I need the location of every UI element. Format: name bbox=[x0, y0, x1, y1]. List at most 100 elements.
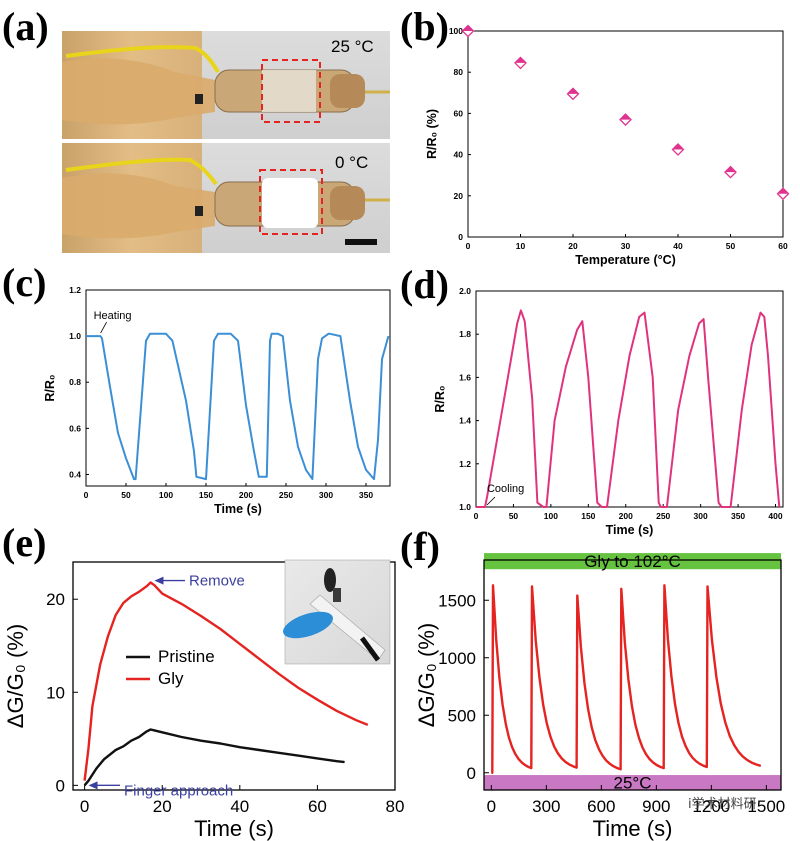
legend-label-pristine: Pristine bbox=[158, 647, 215, 666]
x-tick-label: 900 bbox=[642, 797, 670, 816]
y-axis-label: R/R₀ bbox=[433, 385, 447, 412]
data-point bbox=[514, 56, 527, 70]
x-axis-label: Time (s) bbox=[606, 523, 654, 537]
x-axis-label: Time (s) bbox=[214, 502, 262, 516]
wire bbox=[65, 45, 220, 74]
y-axis-label: R/R₀ bbox=[43, 374, 57, 401]
x-tick-label: 0 bbox=[466, 241, 471, 251]
panel-label-c: (c) bbox=[2, 260, 46, 305]
x-tick-label: 100 bbox=[159, 490, 173, 500]
temp-label-0: 0 °C bbox=[335, 153, 368, 172]
x-tick-label: 1500 bbox=[747, 797, 785, 816]
x-tick-label: 40 bbox=[230, 797, 249, 816]
y-tick-label: 0 bbox=[467, 764, 476, 783]
x-axis-label: Time (s) bbox=[194, 816, 274, 841]
data-point bbox=[776, 187, 790, 201]
y-axis-label: ΔG/G₀ (%) bbox=[3, 624, 28, 729]
plot-frame bbox=[483, 559, 782, 791]
chart-b: 0 10 20 30 40 50 60 0 20 40 60 80 100 Temperature (°C… bbox=[425, 24, 790, 267]
y-axis-label: ΔG/G₀ (%) bbox=[414, 623, 439, 728]
x-tick-label: 300 bbox=[319, 490, 333, 500]
y-tick-label: 1000 bbox=[438, 649, 476, 668]
wire bbox=[65, 157, 218, 186]
x-tick-label: 300 bbox=[532, 797, 560, 816]
x-tick-label: 80 bbox=[386, 797, 405, 816]
data-point bbox=[461, 24, 475, 38]
y-tick-label: 20 bbox=[46, 590, 65, 609]
y-tick-label: 1.6 bbox=[459, 372, 471, 382]
x-tick-label: 150 bbox=[199, 490, 213, 500]
y-tick-label: 1.2 bbox=[69, 285, 81, 295]
x-tick-label: 300 bbox=[694, 511, 708, 521]
annotation-arrow bbox=[100, 321, 107, 334]
x-tick-label: 250 bbox=[656, 511, 670, 521]
chart-d: 0 50 100 150 200 250 300 350 400 1.0 1.2 1.4 1.6 1.8 2… bbox=[433, 286, 784, 537]
y-tick-label: 0.8 bbox=[69, 377, 81, 387]
inset-photo bbox=[283, 559, 391, 665]
x-tick-label: 50 bbox=[509, 511, 519, 521]
x-tick-label: 60 bbox=[778, 241, 788, 251]
x-tick-label: 0 bbox=[474, 511, 479, 521]
y-tick-label: 1.0 bbox=[459, 502, 471, 512]
y-tick-label: 40 bbox=[454, 150, 464, 160]
x-tick-label: 150 bbox=[581, 511, 595, 521]
x-tick-label: 400 bbox=[768, 511, 782, 521]
arrow-head bbox=[154, 576, 164, 585]
temp-label-25: 25 °C bbox=[331, 37, 374, 56]
photo-25c: 25 °C bbox=[62, 31, 390, 139]
x-tick-label: 50 bbox=[121, 490, 131, 500]
x-tick-label: 20 bbox=[153, 797, 172, 816]
series-line-pristine bbox=[83, 728, 345, 787]
y-tick-label: 20 bbox=[454, 191, 464, 201]
x-tick-label: 20 bbox=[568, 241, 578, 251]
y-tick-label: 1.2 bbox=[459, 459, 471, 469]
panel-label-f: (f) bbox=[400, 524, 440, 569]
y-tick-label: 1.4 bbox=[459, 416, 471, 426]
data-point bbox=[619, 113, 632, 126]
frozen-region bbox=[262, 178, 318, 228]
x-tick-label: 350 bbox=[359, 490, 373, 500]
x-tick-label: 350 bbox=[731, 511, 745, 521]
band-hot bbox=[484, 553, 781, 570]
y-axis-label: R/R₀ (%) bbox=[425, 109, 439, 159]
band-room bbox=[484, 775, 781, 790]
panel-label-b: (b) bbox=[400, 4, 449, 49]
band-label-hot: Gly to 102°C bbox=[584, 552, 681, 571]
photo-panel-a: 25 °C 0 °C bbox=[62, 31, 390, 253]
x-tick-label: 0 bbox=[487, 797, 496, 816]
y-tick-label: 0 bbox=[56, 776, 65, 795]
legend-label-gly: Gly bbox=[158, 669, 184, 688]
y-tick-label: 1.0 bbox=[69, 331, 81, 341]
x-tick-label: 250 bbox=[279, 490, 293, 500]
band-label-room: 25°C bbox=[614, 774, 652, 793]
legend: Pristine Gly bbox=[126, 647, 215, 688]
panel-label-a: (a) bbox=[2, 4, 49, 49]
annotation-cooling: Cooling bbox=[487, 483, 524, 495]
chart-f: Gly to 102°C 25°C 0 300 600 900 1200 1500 0 500 10… bbox=[414, 552, 785, 841]
y-tick-label: 10 bbox=[46, 683, 65, 702]
scale-bar bbox=[345, 239, 377, 245]
annotation-finger-approach: Finger approach bbox=[124, 782, 233, 799]
x-tick-label: 200 bbox=[239, 490, 253, 500]
x-tick-label: 10 bbox=[516, 241, 526, 251]
panel-label-e: (e) bbox=[2, 520, 46, 565]
annotation-arrow bbox=[486, 496, 496, 506]
x-tick-label: 0 bbox=[80, 797, 89, 816]
series-line-gly bbox=[83, 581, 369, 781]
y-tick-label: 0.4 bbox=[69, 469, 81, 479]
x-axis-label: Time (s) bbox=[593, 816, 673, 841]
x-tick-label: 0 bbox=[84, 490, 89, 500]
x-tick-label: 30 bbox=[621, 241, 631, 251]
x-tick-label: 100 bbox=[544, 511, 558, 521]
plot-frame bbox=[85, 289, 391, 487]
series-line bbox=[86, 332, 390, 481]
x-tick-label: 600 bbox=[587, 797, 615, 816]
x-tick-label: 1200 bbox=[692, 797, 730, 816]
data-point bbox=[566, 87, 580, 101]
plot-frame bbox=[475, 290, 784, 508]
x-tick-label: 60 bbox=[308, 797, 327, 816]
y-tick-label: 0 bbox=[458, 232, 463, 242]
x-tick-label: 200 bbox=[619, 511, 633, 521]
x-tick-label: 50 bbox=[726, 241, 736, 251]
